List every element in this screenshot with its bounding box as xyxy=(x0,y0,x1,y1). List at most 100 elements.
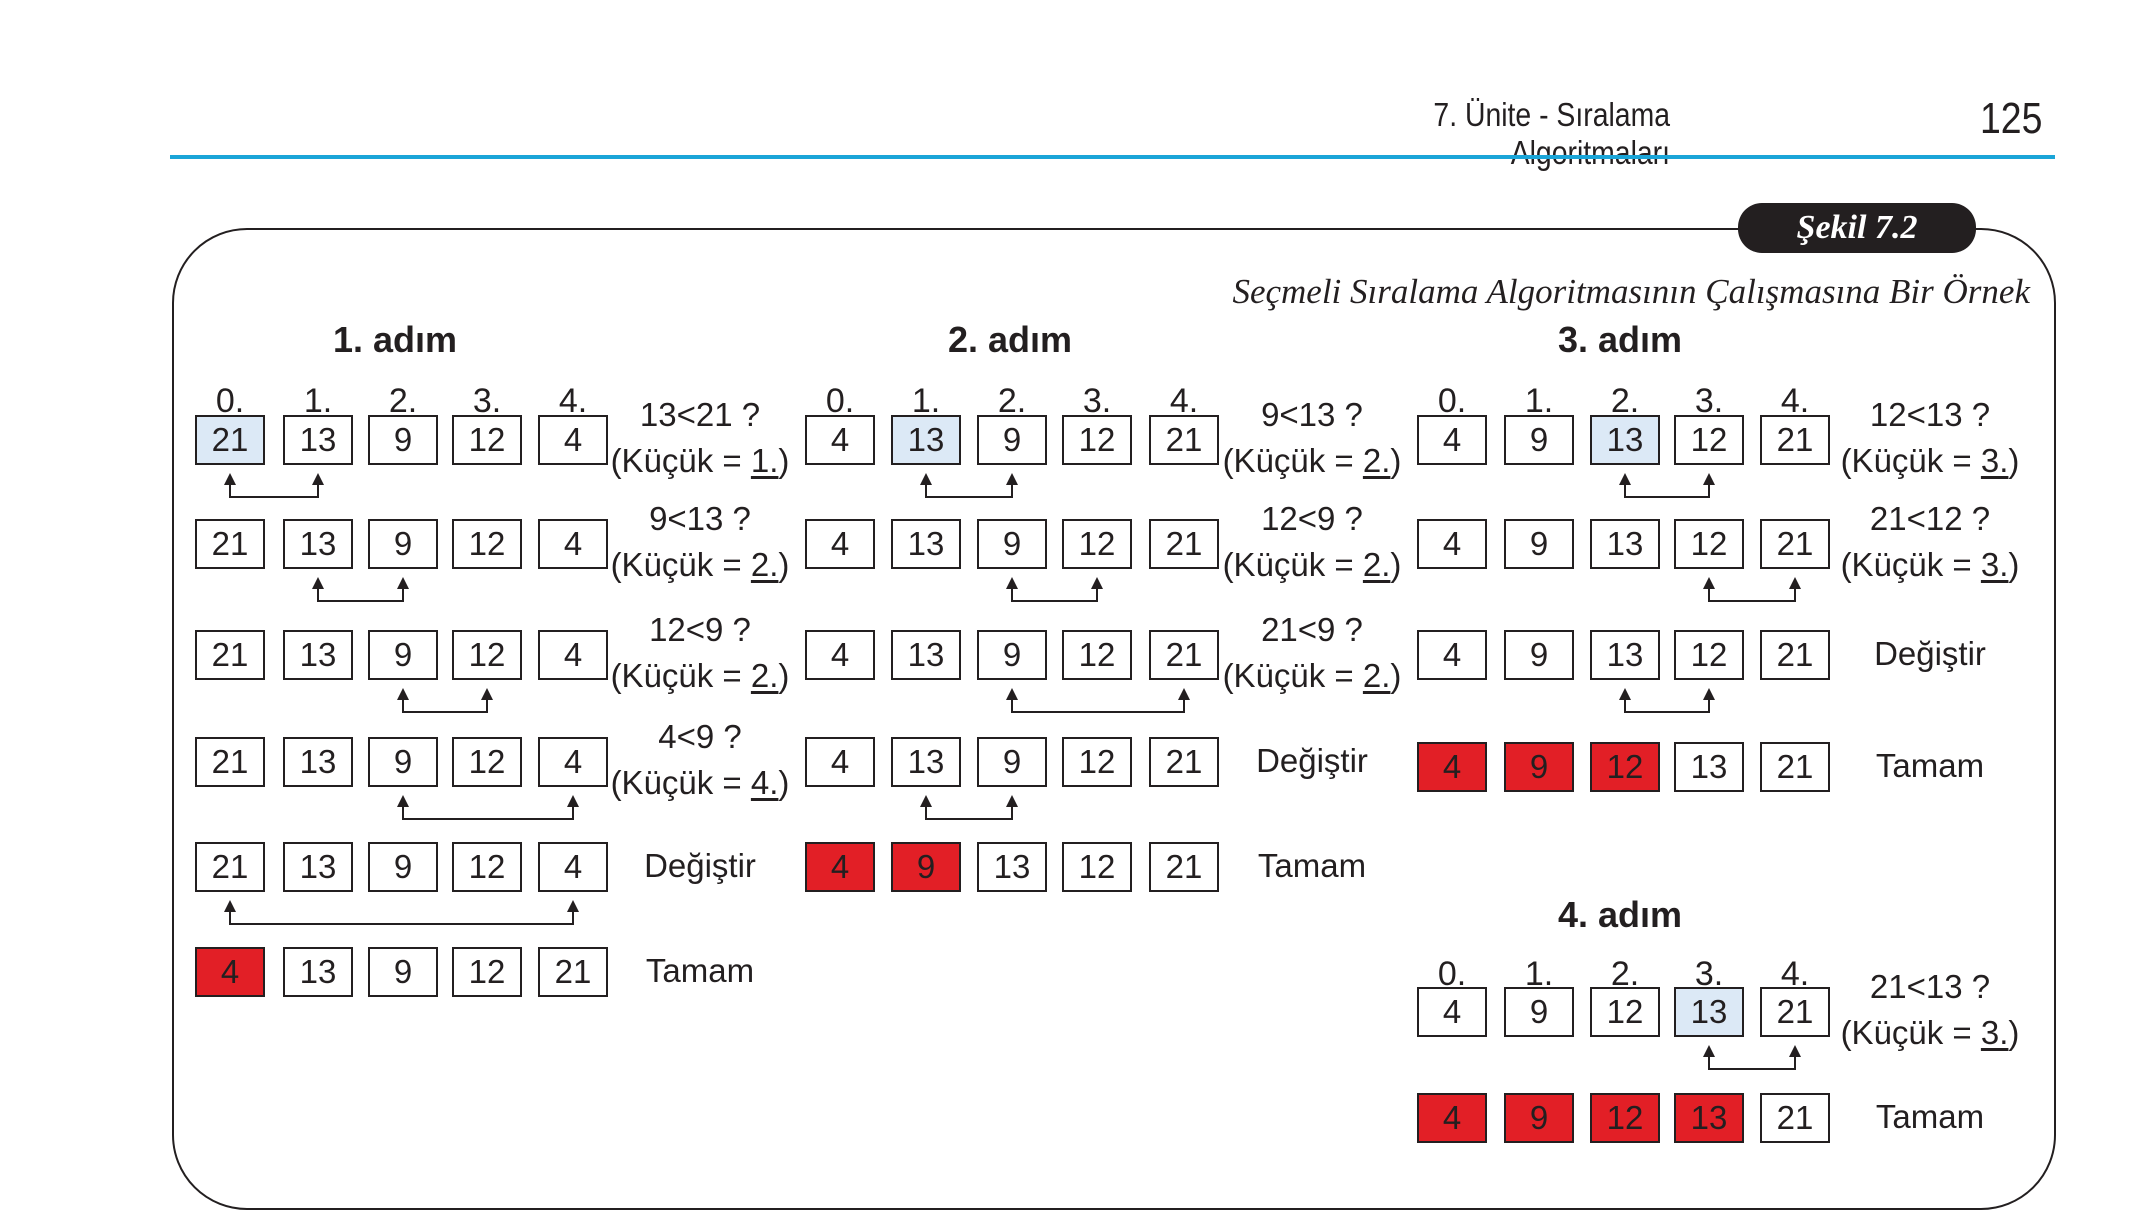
closing-paren: ) xyxy=(778,764,790,801)
array-cell: 13 xyxy=(283,737,353,787)
index-label: 4. xyxy=(1169,382,1199,420)
index-label: 0. xyxy=(215,382,245,420)
array-cell: 12 xyxy=(452,519,522,569)
array-cell: 9 xyxy=(368,415,438,465)
index-label: 3. xyxy=(472,382,502,420)
comparison-note: 12<9 ? (Küçük = 2.) xyxy=(1202,496,1422,588)
array-cell: 4 xyxy=(1417,415,1487,465)
index-label: 4. xyxy=(1780,955,1810,993)
array-cell: 13 xyxy=(283,519,353,569)
array-cell: 12 xyxy=(1590,987,1660,1037)
sorted-cell: 12 xyxy=(1590,1093,1660,1143)
smallest-label: (Küçük = xyxy=(1840,546,1981,583)
array-cell: 21 xyxy=(1149,842,1219,892)
array-cell: 9 xyxy=(368,947,438,997)
array-cell: 4 xyxy=(1417,987,1487,1037)
array-cell: 21 xyxy=(1149,415,1219,465)
array-cell: 21 xyxy=(195,737,265,787)
array-cell: 21 xyxy=(538,947,608,997)
smallest-index-text: (Küçük = 2.) xyxy=(1202,438,1422,484)
array-cell: 4 xyxy=(805,519,875,569)
array-cell: 12 xyxy=(1062,842,1132,892)
figure-caption: Seçmeli Sıralama Algoritmasının Çalışmas… xyxy=(1232,272,2030,311)
index-label: 2. xyxy=(388,382,418,420)
smallest-index-value: 3. xyxy=(1980,1014,2009,1051)
closing-paren: ) xyxy=(778,657,790,694)
index-label: 1. xyxy=(1524,382,1554,420)
array-cell: 13 xyxy=(283,415,353,465)
array-cell: 9 xyxy=(977,519,1047,569)
smallest-label: (Küçük = xyxy=(1222,546,1363,583)
array-cell: 21 xyxy=(1760,742,1830,792)
array-cell: 12 xyxy=(452,630,522,680)
smallest-label: (Küçük = xyxy=(610,764,751,801)
smallest-index-value: 2. xyxy=(750,657,779,694)
status-note: Değiştir xyxy=(1874,635,1986,672)
comparison-note: 9<13 ? (Küçük = 2.) xyxy=(590,496,810,588)
index-label: 0. xyxy=(1437,955,1467,993)
comparison-note: 9<13 ? (Küçük = 2.) xyxy=(1202,392,1422,484)
array-cell: 4 xyxy=(1417,630,1487,680)
array-cell: 9 xyxy=(368,842,438,892)
array-cell: 4 xyxy=(805,737,875,787)
smallest-index-text: (Küçük = 2.) xyxy=(590,542,810,588)
array-cell: 9 xyxy=(1504,519,1574,569)
array-cell: 21 xyxy=(1760,1093,1830,1143)
array-cell: 9 xyxy=(977,630,1047,680)
array-cell: 12 xyxy=(1674,415,1744,465)
array-cell: 21 xyxy=(1760,987,1830,1037)
array-cell: 4 xyxy=(538,415,608,465)
array-cell: 12 xyxy=(452,737,522,787)
smallest-index-value: 3. xyxy=(1980,546,2009,583)
sorted-cell: 4 xyxy=(805,842,875,892)
comparison-note: 4<9 ? (Küçük = 4.) xyxy=(590,714,810,806)
array-cell: 21 xyxy=(1760,519,1830,569)
sorted-cell: 4 xyxy=(1417,1093,1487,1143)
array-cell: 4 xyxy=(805,415,875,465)
array-cell: 21 xyxy=(1760,415,1830,465)
array-cell: 4 xyxy=(1417,519,1487,569)
closing-paren: ) xyxy=(778,546,790,583)
index-label: 2. xyxy=(1610,955,1640,993)
array-cell: 4 xyxy=(538,842,608,892)
index-label: 2. xyxy=(997,382,1027,420)
closing-paren: ) xyxy=(1390,657,1402,694)
comparison-text: 9<13 ? xyxy=(1261,396,1363,433)
array-cell: 13 xyxy=(891,630,961,680)
array-cell: 21 xyxy=(1760,630,1830,680)
smallest-label: (Küçük = xyxy=(610,546,751,583)
array-cell: 12 xyxy=(452,947,522,997)
comparison-text: 21<13 ? xyxy=(1869,968,1991,1005)
step-title: 3. adım xyxy=(1557,319,1683,360)
array-cell: 9 xyxy=(1504,987,1574,1037)
array-cell: 9 xyxy=(977,415,1047,465)
smallest-index-text: (Küçük = 3.) xyxy=(1820,438,2040,484)
sorted-cell: 9 xyxy=(891,842,961,892)
index-label: 0. xyxy=(825,382,855,420)
comparison-text: 21<12 ? xyxy=(1869,500,1991,537)
comparison-note: 12<13 ? (Küçük = 3.) xyxy=(1820,392,2040,484)
array-cell: 21 xyxy=(1149,737,1219,787)
array-cell: 4 xyxy=(805,630,875,680)
comparison-note: 21<9 ? (Küçük = 2.) xyxy=(1202,607,1422,699)
smallest-label: (Küçük = xyxy=(1222,657,1363,694)
status-note: Tamam xyxy=(1875,1098,1985,1135)
array-cell: 12 xyxy=(1062,519,1132,569)
closing-paren: ) xyxy=(1390,442,1402,479)
smallest-index-value: 1. xyxy=(750,442,779,479)
array-cell: 21 xyxy=(1149,630,1219,680)
index-label: 3. xyxy=(1694,382,1724,420)
comparison-note: 13<21 ? (Küçük = 1.) xyxy=(590,392,810,484)
array-cell: 12 xyxy=(1062,737,1132,787)
smallest-index-text: (Küçük = 2.) xyxy=(1202,653,1422,699)
step-title: 4. adım xyxy=(1557,894,1683,935)
array-cell: 9 xyxy=(368,519,438,569)
array-cell: 9 xyxy=(368,630,438,680)
comparison-text: 12<9 ? xyxy=(649,611,751,648)
array-cell: 9 xyxy=(977,737,1047,787)
smallest-label: (Küçük = xyxy=(1840,1014,1981,1051)
index-label: 4. xyxy=(558,382,588,420)
array-cell: 21 xyxy=(195,519,265,569)
smallest-index-value: 4. xyxy=(750,764,779,801)
smallest-index-text: (Küçük = 3.) xyxy=(1820,1010,2040,1056)
